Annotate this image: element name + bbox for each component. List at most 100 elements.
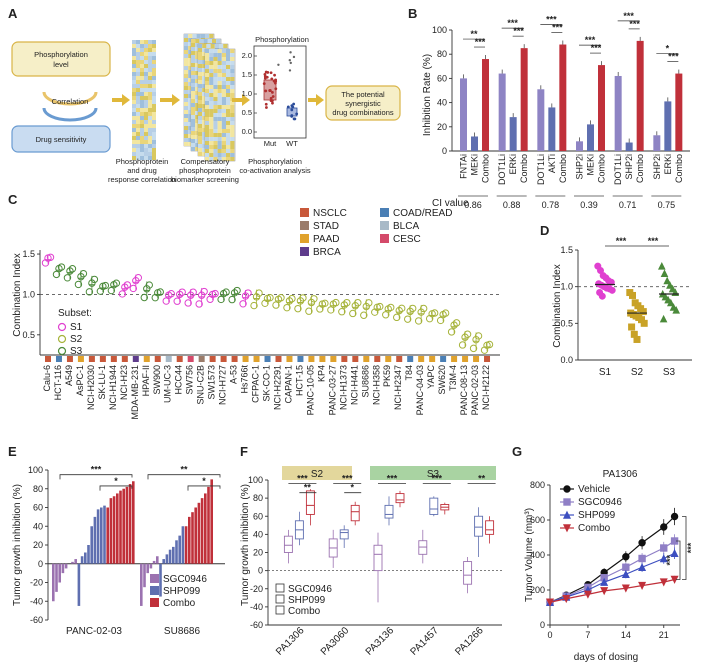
heatmap-cell xyxy=(148,120,152,124)
heatmap-cell xyxy=(184,82,189,86)
heatmap-cell xyxy=(152,116,156,120)
heatmap-cell xyxy=(230,121,235,125)
heatmap-cell xyxy=(188,38,193,42)
heatmap-cell xyxy=(198,48,203,52)
heatmap-cell xyxy=(140,140,144,144)
heatmap-cell xyxy=(217,93,222,97)
c-legend-swatch xyxy=(300,247,309,256)
heatmap-cell xyxy=(152,60,156,64)
c-cell-line-label: NCI-H441 xyxy=(349,365,359,405)
heatmap-cell xyxy=(202,52,207,56)
c-cell-line-label: KP4 xyxy=(316,365,326,382)
e-y-tick-label: -40 xyxy=(30,596,43,606)
d-data-point xyxy=(672,306,681,314)
heatmap-cell xyxy=(136,68,140,72)
b-category-label: SHP2i xyxy=(652,154,662,180)
inset-mut-point xyxy=(269,96,273,100)
heatmap-cell xyxy=(148,136,152,140)
b-category-label: Combo xyxy=(558,154,568,183)
e-bar xyxy=(191,512,194,564)
d-sig-label: *** xyxy=(616,236,627,246)
c-data-point xyxy=(197,291,206,299)
heatmap-cell xyxy=(136,76,140,80)
heatmap-cell xyxy=(205,81,210,85)
e-bar xyxy=(152,560,156,564)
g-legend-marker xyxy=(562,510,572,519)
c-legend-swatch xyxy=(380,208,389,217)
c-cancer-type-swatch xyxy=(451,356,458,362)
heatmap-cell xyxy=(188,50,193,54)
g-series-line xyxy=(549,578,675,603)
c-cell-line-label: HPAF-II xyxy=(141,365,151,396)
heatmap-cell xyxy=(144,60,148,64)
c-subset-marker xyxy=(57,334,67,344)
c-data-point xyxy=(85,288,94,296)
heatmap-cell xyxy=(217,129,222,133)
heatmap-cell xyxy=(213,113,218,117)
c-cancer-type-swatch xyxy=(77,356,84,362)
heatmap-cell xyxy=(202,68,207,72)
heatmap-cell xyxy=(144,40,148,44)
inset-mut-point xyxy=(264,70,268,74)
e-bar xyxy=(181,526,185,564)
c-data-point xyxy=(266,293,274,302)
heatmap-cell xyxy=(195,75,200,79)
heatmap-cell xyxy=(136,120,140,124)
c-data-point xyxy=(211,289,219,298)
g-legend-marker xyxy=(562,524,572,533)
e-bar xyxy=(77,563,81,606)
heatmap-cell xyxy=(144,100,148,104)
heatmap-cell xyxy=(140,40,144,44)
heatmap-cell xyxy=(202,64,207,68)
heatmap-cell xyxy=(140,132,144,136)
heatmap-cell xyxy=(144,148,148,152)
c-data-point xyxy=(200,287,208,296)
panel-d-chart: 0.0 0.5 1.0 1.5 S1 S2 S3 *** *** xyxy=(560,236,692,378)
c-cell-line-label: HCT-15 xyxy=(294,365,304,396)
b-ci-value: 0.75 xyxy=(658,200,676,210)
heatmap-cell xyxy=(226,133,231,137)
e-bar xyxy=(165,554,169,564)
b-category-label: Combo xyxy=(481,154,491,183)
heatmap-cell xyxy=(207,39,212,43)
heatmap-cell xyxy=(217,137,222,141)
inset-mut-point xyxy=(265,106,268,109)
e-legend-swatch xyxy=(150,586,159,595)
e-bar xyxy=(64,563,68,569)
inset-mut-point xyxy=(264,102,268,106)
heatmap-cell xyxy=(195,103,200,107)
heatmap-cell xyxy=(140,108,144,112)
heatmap-cell xyxy=(217,49,222,53)
c-data-point xyxy=(349,309,357,318)
c-data-point xyxy=(469,344,478,353)
heatmap-cell xyxy=(195,115,200,119)
heatmap-cell xyxy=(209,113,214,117)
c-data-point xyxy=(178,288,186,296)
heatmap-cell xyxy=(205,77,210,81)
panel-e-ylabel: Tumor growth inhibition (%) xyxy=(12,484,23,606)
heatmap-cell xyxy=(152,88,156,92)
heatmap-cell xyxy=(213,81,218,85)
f-sig-label: *** xyxy=(387,474,398,484)
heatmap-cell xyxy=(148,96,152,100)
b-category-label: Combo xyxy=(519,154,529,183)
f-box xyxy=(384,504,394,519)
c-data-point xyxy=(101,281,110,290)
g-data-point xyxy=(583,590,592,599)
inset-mut-point xyxy=(263,72,267,76)
heatmap-cell xyxy=(136,40,140,44)
c-data-point xyxy=(195,300,203,308)
heatmap-cell xyxy=(213,57,218,61)
heatmap-cell xyxy=(148,40,152,44)
heatmap-cell xyxy=(144,112,148,116)
heatmap-cell xyxy=(152,56,156,60)
heatmap-cell xyxy=(221,49,226,53)
c-cancer-type-swatch xyxy=(363,356,370,362)
heatmap-cell xyxy=(136,152,140,156)
heatmap-cell xyxy=(226,85,231,89)
b-bar xyxy=(482,59,489,151)
heatmap-cell xyxy=(209,53,214,57)
e-bar xyxy=(132,481,135,564)
c-cell-line-label: UM-UC-3 xyxy=(163,365,173,403)
heatmap-cell xyxy=(221,81,226,85)
